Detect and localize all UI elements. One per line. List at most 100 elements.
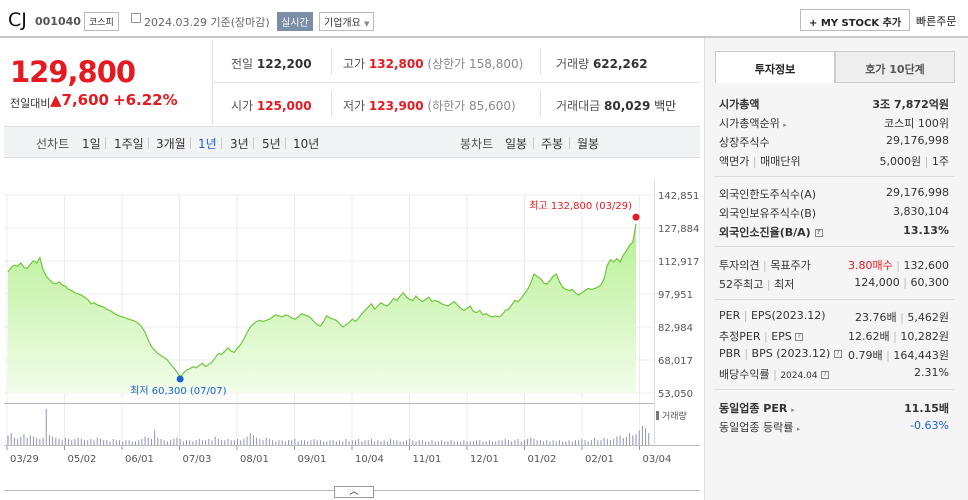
my-stock-add-button[interactable]: + MY STOCK 추가: [800, 9, 911, 31]
volume-bar: [587, 441, 589, 445]
volume-bar: [77, 437, 79, 445]
info-row: 상장주식수 29,176,998: [719, 134, 949, 149]
volume-bar: [574, 440, 576, 445]
volume-bar: [256, 437, 258, 445]
volume-bar: [450, 440, 452, 445]
volume-bar: [555, 441, 557, 445]
volume-bar: [501, 440, 503, 445]
candle-chart-label: 봉차트: [460, 137, 494, 151]
volume-bar: [201, 440, 203, 445]
volume-bar: [361, 441, 363, 445]
volume-bar: [157, 437, 159, 445]
open-value: 125,000: [256, 99, 312, 113]
info-row: 외국인소진율(B/A) ? 13.13%: [719, 224, 949, 239]
expand-chart-button[interactable]: ︿: [334, 486, 374, 498]
volume-bar: [52, 436, 54, 445]
chevron-right-icon[interactable]: ▸: [791, 406, 795, 414]
candle-monthly[interactable]: 월봉: [577, 137, 600, 151]
volume-bar: [329, 440, 331, 445]
max-label: 최고 132,800 (03/29): [529, 200, 632, 212]
x-tick-label: 05/02: [68, 454, 97, 465]
volume-bar: [609, 440, 611, 445]
volume-bar: [514, 440, 516, 445]
quote-amount: 거래대금 80,029 백만: [556, 97, 676, 114]
period-1w[interactable]: 1주일: [114, 137, 144, 151]
volume-bar: [36, 437, 38, 445]
price-chart[interactable]: 142,851 127,884 112,917 97,951 82,984 68,017 5…: [4, 160, 700, 490]
period-5y[interactable]: 5년: [262, 137, 281, 151]
chart-divider: [4, 403, 654, 404]
volume-bar: [144, 436, 146, 445]
volume-bar: [297, 441, 299, 445]
period-1y[interactable]: 1년: [198, 137, 217, 151]
help-icon[interactable]: ?: [821, 371, 830, 379]
volume-bar: [20, 436, 22, 445]
info-row: 배당수익률 | 2024.04 ? 2.31%: [719, 366, 949, 381]
volume-bar: [456, 441, 458, 445]
stock-code: 001040: [35, 15, 81, 28]
help-icon[interactable]: ?: [814, 229, 823, 237]
volume-bar: [217, 439, 219, 445]
volume-bar: [558, 440, 560, 445]
volume-bar: [351, 440, 353, 445]
investment-info-panel: 투자정보 호가 10단계 시가총액 3조 7,872억원 시가총액순위 ▸ 코스피 …: [704, 38, 968, 500]
separator: [221, 137, 222, 149]
volume-bar: [482, 441, 484, 445]
base-date: 2024.03.29 기준(장마감): [144, 16, 270, 29]
volume-bar: [345, 439, 347, 445]
separator: [569, 137, 570, 149]
volume-bar: [568, 440, 570, 445]
volume-bar: [93, 440, 95, 445]
amount-value: 80,029: [604, 99, 651, 113]
volume-bar: [418, 440, 420, 445]
divider: [212, 82, 700, 83]
tab-order-book-10[interactable]: 호가 10단계: [835, 51, 955, 83]
volume-bar: [147, 437, 149, 445]
x-tick-label: 11/01: [413, 454, 442, 465]
volume-bar: [240, 440, 242, 445]
volume-bar: [434, 441, 436, 445]
volume-bar: [402, 441, 404, 445]
chevron-right-icon[interactable]: ▸: [783, 121, 787, 129]
period-1d[interactable]: 1일: [82, 137, 101, 151]
volume-bar: [125, 440, 127, 445]
chevron-down-icon: ▼: [364, 20, 370, 28]
volume-bar: [533, 439, 535, 445]
chevron-right-icon[interactable]: ▸: [796, 425, 801, 433]
volume-bar: [396, 440, 398, 445]
volume-bar: [122, 441, 124, 445]
help-icon[interactable]: ?: [795, 333, 804, 341]
volume-bar: [603, 437, 605, 445]
volume-bar: [10, 433, 12, 445]
max-marker: [632, 213, 640, 221]
volume-bar: [259, 439, 261, 445]
quick-order-button[interactable]: 빠른주문: [916, 15, 957, 28]
candle-daily[interactable]: 일봉: [505, 137, 528, 151]
volume-bar: [71, 440, 73, 445]
realtime-button[interactable]: 실시간: [277, 12, 313, 31]
volume-bar: [84, 440, 86, 445]
volume-bar: [648, 433, 650, 445]
min-label: 최저 60,300 (07/07): [130, 385, 226, 397]
open-label: 시가: [231, 99, 254, 113]
volume-bar: [109, 441, 111, 445]
volume-bar: [520, 441, 522, 445]
period-3m[interactable]: 3개월: [156, 137, 186, 151]
tab-investment-info[interactable]: 투자정보: [715, 51, 835, 83]
volume-bar: [466, 441, 468, 445]
volume-bar: [58, 439, 60, 445]
company-overview-dropdown[interactable]: 기업개요 ▼: [319, 12, 375, 31]
upper-limit: (상한가 158,800): [427, 57, 524, 71]
period-3y[interactable]: 3년: [230, 137, 249, 151]
candle-weekly[interactable]: 주봉: [541, 137, 564, 151]
quote-open: 시가 125,000: [231, 97, 312, 114]
volume-bar: [154, 430, 156, 445]
volume-bar: [323, 441, 325, 445]
period-10y[interactable]: 10년: [293, 137, 320, 151]
price-change-rate: +6.22%: [113, 91, 178, 109]
help-icon[interactable]: ?: [833, 350, 842, 358]
volume-bar: [221, 440, 223, 445]
low-value: 123,900: [368, 99, 424, 113]
volume-bar: [527, 439, 529, 445]
volume-bar: [160, 439, 162, 445]
